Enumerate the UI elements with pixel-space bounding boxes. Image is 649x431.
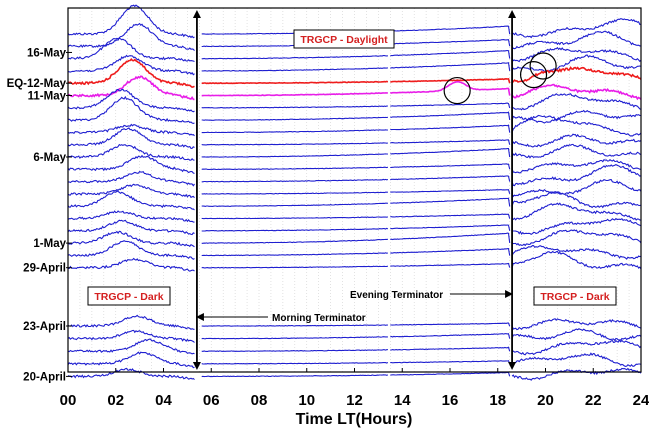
series-line [67, 351, 642, 369]
series-line [67, 314, 642, 331]
morning-terminator-label: Morning Terminator [272, 313, 366, 324]
x-tick-label: 02 [107, 392, 124, 409]
series-line [67, 37, 642, 63]
series-line [67, 217, 642, 236]
series-line [68, 250, 642, 272]
x-tick-label: 06 [203, 392, 220, 409]
evening-terminator-label: Evening Terminator [350, 290, 443, 301]
x-axis-label: Time LT(Hours) [296, 411, 413, 428]
dark-left-label: TRGCP - Dark [94, 291, 163, 303]
dark-right-label: TRGCP - Dark [540, 291, 609, 303]
series-line [67, 202, 642, 223]
series-line [67, 229, 642, 248]
series-line [67, 143, 642, 161]
series-line [67, 88, 642, 113]
x-tick-label: 14 [394, 392, 411, 409]
series-line [67, 178, 642, 199]
series-line [67, 328, 642, 343]
anomaly-circle [519, 60, 548, 89]
x-tick-label: 04 [155, 392, 172, 409]
series-line-highlighted [67, 58, 642, 88]
x-tick-label: 16 [442, 392, 459, 409]
x-tick-label: 18 [489, 392, 506, 409]
date-label: EQ-12-May [7, 78, 67, 90]
series-line [67, 114, 642, 137]
series-line [67, 240, 642, 260]
series-line [67, 54, 642, 76]
terminator-lines [192, 10, 517, 370]
series-line [67, 367, 642, 381]
dark-left-label-box: TRGCP - Dark [87, 286, 171, 306]
x-tick-label: 12 [346, 392, 363, 409]
date-label: 11-May [28, 91, 67, 103]
date-label: 1-May [33, 238, 66, 250]
series-line [67, 163, 642, 187]
series-line-highlighted [67, 75, 642, 101]
x-tick-label: 22 [585, 392, 602, 409]
series-lines [67, 4, 642, 381]
date-label: 23-April [23, 321, 66, 333]
date-label: 29-April [23, 263, 66, 275]
series-line [68, 95, 641, 124]
anomaly-markers [443, 52, 557, 105]
series-line [67, 190, 642, 211]
date-label: 20-April [23, 371, 66, 383]
x-tick-label: 24 [633, 392, 649, 409]
series-line [67, 154, 642, 175]
x-tick-labels: 00 02 04 06 08 10 12 14 16 18 20 22 24 [60, 368, 649, 409]
daylight-label-box: TRGCP - Daylight [293, 29, 395, 49]
date-label: 6-May [33, 152, 66, 164]
dark-right-label-box: TRGCP - Dark [533, 286, 617, 306]
series-line [67, 127, 642, 149]
x-tick-label: 00 [60, 392, 77, 409]
anomaly-circle [443, 76, 471, 105]
series-line [67, 338, 642, 356]
x-tick-label: 20 [537, 392, 554, 409]
daylight-label: TRGCP - Daylight [300, 34, 388, 46]
x-tick-label: 08 [251, 392, 268, 409]
anomaly-circle [529, 52, 557, 80]
x-tick-label: 10 [298, 392, 315, 409]
date-label: 16-May [27, 47, 67, 59]
